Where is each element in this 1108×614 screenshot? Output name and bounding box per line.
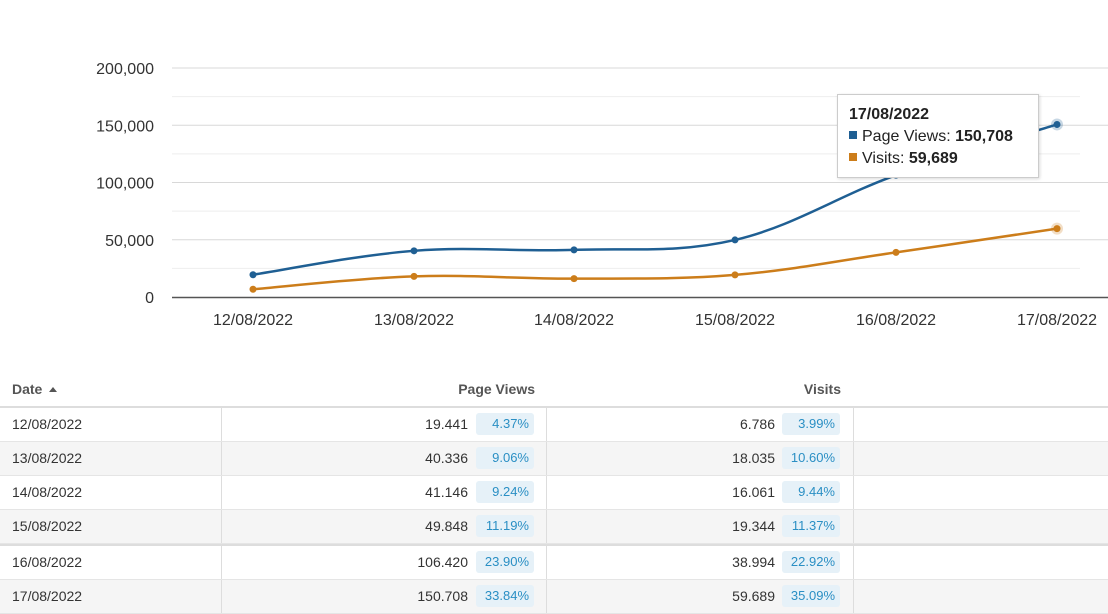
table-row[interactable]: 17/08/2022 150.708 33.84% 59.689 35.09% [0, 580, 1108, 614]
chart-tooltip: 17/08/2022 Page Views: 150,708 Visits: 5… [837, 94, 1039, 178]
row-date: 17/08/2022 [12, 588, 83, 604]
row-page-views: 40.336 [425, 450, 468, 466]
tooltip-visits-label: Visits: [862, 150, 905, 167]
row-date: 12/08/2022 [12, 416, 83, 432]
page-views-data-point [731, 236, 739, 244]
visits-series-line [252, 227, 1058, 291]
row-visits-percent: 11.37% [782, 515, 840, 537]
row-page-views-percent: 23.90% [476, 551, 534, 573]
row-visits: 6.786 [739, 416, 775, 432]
x-tick-label: 12/08/2022 [213, 312, 293, 329]
page-views-legend-square-icon [849, 131, 857, 139]
x-tick-label: 15/08/2022 [695, 312, 775, 329]
page-views-data-point [249, 271, 257, 279]
column-separator [853, 546, 854, 579]
column-separator [853, 580, 854, 613]
column-separator [546, 442, 547, 475]
column-separator [546, 546, 547, 579]
y-tick-label: 50,000 [105, 233, 154, 250]
column-separator [221, 442, 222, 475]
row-visits: 16.061 [732, 484, 775, 500]
row-page-views: 41.146 [425, 484, 468, 500]
x-tick-label: 17/08/2022 [1017, 312, 1097, 329]
row-page-views: 150.708 [417, 588, 468, 604]
column-separator [221, 408, 222, 441]
row-visits-percent: 35.09% [782, 585, 840, 607]
row-visits-percent: 9.44% [782, 481, 840, 503]
row-visits: 18.035 [732, 450, 775, 466]
page-views-data-point [410, 247, 418, 255]
date-column-header[interactable]: Date [12, 381, 58, 397]
visits-data-point [892, 248, 900, 256]
tooltip-page-views-label: Page Views: [862, 128, 951, 145]
row-page-views-percent: 33.84% [476, 585, 534, 607]
x-tick-label: 13/08/2022 [374, 312, 454, 329]
row-page-views-percent: 4.37% [476, 413, 534, 435]
x-tick-label: 14/08/2022 [534, 312, 614, 329]
row-visits-percent: 3.99% [782, 413, 840, 435]
row-date: 16/08/2022 [12, 554, 83, 570]
table-row[interactable]: 12/08/2022 19.441 4.37% 6.786 3.99% [0, 408, 1108, 442]
row-date: 14/08/2022 [12, 484, 83, 500]
row-page-views-percent: 9.24% [476, 481, 534, 503]
table-row[interactable]: 16/08/2022 106.420 23.90% 38.994 22.92% [0, 544, 1108, 580]
column-separator [546, 580, 547, 613]
column-separator [546, 510, 547, 543]
tooltip-page-views-value: 150,708 [955, 128, 1013, 145]
row-page-views-percent: 11.19% [476, 515, 534, 537]
tooltip-date: 17/08/2022 [849, 106, 930, 123]
visits-data-point [731, 271, 739, 279]
visits-data-point [410, 272, 418, 280]
column-separator [853, 442, 854, 475]
tooltip-visits-value: 59,689 [908, 150, 958, 167]
visits-data-point [1053, 225, 1061, 233]
visits-column-header[interactable]: Visits [803, 381, 841, 397]
sort-ascending-icon[interactable] [49, 387, 58, 392]
row-visits: 19.344 [732, 518, 775, 534]
table-header: Date Page Views Visits [0, 372, 1108, 408]
y-tick-label: 150,000 [96, 118, 154, 135]
y-tick-label: 200,000 [96, 61, 154, 78]
x-tick-label: 16/08/2022 [856, 312, 936, 329]
visits-data-point [249, 285, 257, 293]
table-body: 12/08/2022 19.441 4.37% 6.786 3.99% 13/08/202… [0, 408, 1108, 614]
row-page-views: 49.848 [425, 518, 468, 534]
row-visits-percent: 22.92% [782, 551, 840, 573]
table-row[interactable]: 15/08/2022 49.848 11.19% 19.344 11.37% [0, 510, 1108, 544]
column-separator [221, 510, 222, 543]
row-visits: 59.689 [732, 588, 775, 604]
date-header-label: Date [12, 381, 43, 397]
column-separator [221, 546, 222, 579]
data-table: Date Page Views Visits 12/08/2022 19.441 4… [0, 372, 1108, 614]
row-page-views: 19.441 [425, 416, 468, 432]
y-tick-label: 100,000 [96, 176, 154, 193]
tooltip-row-visits: Visits: 59,689 [849, 148, 1038, 170]
row-page-views: 106.420 [417, 554, 468, 570]
row-visits-percent: 10.60% [782, 447, 840, 469]
column-separator [221, 476, 222, 509]
row-date: 15/08/2022 [12, 518, 83, 534]
table-row[interactable]: 13/08/2022 40.336 9.06% 18.035 10.60% [0, 442, 1108, 476]
row-page-views-percent: 9.06% [476, 447, 534, 469]
y-tick-label: 0 [145, 290, 154, 307]
line-chart[interactable]: 0 50,000 100,000 150,000 200,000 12/08/2022 13… [0, 0, 1108, 345]
visits-legend-square-icon [849, 153, 857, 161]
page-views-column-header[interactable]: Page Views [458, 381, 535, 397]
row-date: 13/08/2022 [12, 450, 83, 466]
visits-data-point [570, 275, 578, 283]
column-separator [221, 580, 222, 613]
column-separator [546, 408, 547, 441]
column-separator [853, 476, 854, 509]
table-row[interactable]: 14/08/2022 41.146 9.24% 16.061 9.44% [0, 476, 1108, 510]
column-separator [546, 476, 547, 509]
page-views-data-point [570, 246, 578, 254]
row-visits: 38.994 [732, 554, 775, 570]
page-views-data-point [1053, 120, 1061, 128]
column-separator [853, 510, 854, 543]
tooltip-row-page-views: Page Views: 150,708 [849, 126, 1038, 148]
column-separator [853, 408, 854, 441]
